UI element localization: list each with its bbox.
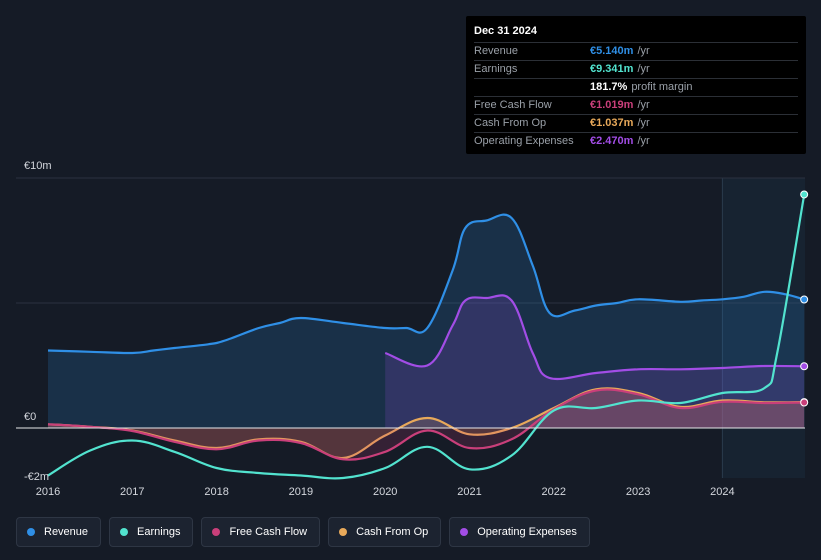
tooltip-label xyxy=(474,79,590,96)
legend-label: Revenue xyxy=(44,526,89,538)
x-axis-label: 2024 xyxy=(710,486,734,498)
tooltip-unit: profit margin xyxy=(631,81,693,93)
legend-dot-icon xyxy=(120,528,129,536)
earnings-end-point xyxy=(800,190,809,199)
tooltip-row-free-cash-flow: Free Cash Flow €1.019m /yr xyxy=(474,97,798,115)
tooltip-label: Free Cash Flow xyxy=(474,99,552,111)
cash-from-op-line xyxy=(47,387,805,460)
tooltip-date: Dec 31 2024 xyxy=(474,24,798,43)
tooltip-label: Operating Expenses xyxy=(474,135,574,147)
revenue-area xyxy=(48,214,805,428)
operating-expenses-area xyxy=(385,295,805,428)
free-cash-flow-area xyxy=(48,389,805,460)
x-axis-label: 2019 xyxy=(289,486,313,498)
financial-chart: €10m €0 -€2m 2016 2017 2018 2019 2020 2021 2022 20… xyxy=(16,160,809,498)
x-axis-label: 2021 xyxy=(457,486,481,498)
tooltip-label: Revenue xyxy=(474,45,519,57)
earnings-line xyxy=(47,194,806,480)
tooltip-unit: /yr xyxy=(637,117,650,129)
tooltip-row-profit-margin: 181.7% profit margin xyxy=(474,79,798,97)
tooltip-unit: /yr xyxy=(637,99,650,111)
x-axis-label: 2017 xyxy=(120,486,144,498)
y-axis-label: -€2m xyxy=(24,471,49,483)
legend-dot-icon xyxy=(212,528,221,536)
tooltip-unit: /yr xyxy=(637,135,650,147)
tooltip-row-operating-expenses: Operating Expenses €2.470m /yr xyxy=(474,133,798,150)
chart-axes: €10m €0 -€2m 2016 2017 2018 2019 2020 2021 2022 20… xyxy=(16,160,805,498)
revenue-end-point xyxy=(800,295,809,304)
operating-expenses-line xyxy=(384,294,805,381)
tooltip-row-cash-from-op: Cash From Op €1.037m /yr xyxy=(474,115,798,133)
tooltip-value: 181.7% xyxy=(590,81,628,93)
free-cash-flow-line xyxy=(47,388,805,461)
revenue-line xyxy=(47,213,805,355)
legend-item-earnings[interactable]: Earnings xyxy=(109,517,194,547)
data-tooltip: Dec 31 2024 Revenue €5.140m /yr Earnings… xyxy=(466,16,806,154)
y-axis-label: €10m xyxy=(24,160,52,172)
x-axis-label: 2018 xyxy=(204,486,228,498)
legend-dot-icon xyxy=(339,528,348,536)
x-axis-label: 2023 xyxy=(626,486,650,498)
tooltip-value: €5.140m xyxy=(590,45,634,57)
tooltip-value: €1.037m xyxy=(590,117,634,129)
x-axis-label: 2020 xyxy=(373,486,397,498)
tooltip-label: Earnings xyxy=(474,63,518,75)
tooltip-value: €9.341m xyxy=(590,63,634,75)
legend-item-revenue[interactable]: Revenue xyxy=(16,517,102,547)
y-axis-label: €0 xyxy=(24,411,36,423)
x-axis-label: 2022 xyxy=(542,486,566,498)
tooltip-row-revenue: Revenue €5.140m /yr xyxy=(474,43,798,61)
operating-expenses-end-point xyxy=(800,362,809,371)
tooltip-unit: /yr xyxy=(637,45,650,57)
legend-item-free-cash-flow[interactable]: Free Cash Flow xyxy=(201,517,321,547)
chart-series xyxy=(47,190,809,480)
chart-legend: Revenue Earnings Free Cash Flow Cash Fro… xyxy=(16,517,590,549)
legend-label: Operating Expenses xyxy=(477,526,577,538)
tooltip-row-earnings: Earnings €9.341m /yr xyxy=(474,61,798,79)
legend-label: Free Cash Flow xyxy=(229,526,308,538)
tooltip-unit: /yr xyxy=(637,63,650,75)
legend-dot-icon xyxy=(27,528,35,536)
legend-dot-icon xyxy=(460,528,469,536)
legend-item-operating-expenses[interactable]: Operating Expenses xyxy=(449,517,590,547)
tooltip-value: €2.470m xyxy=(590,135,634,147)
free-cash-flow-end-point xyxy=(800,398,809,407)
tooltip-value: €1.019m xyxy=(590,99,634,111)
legend-label: Earnings xyxy=(137,526,181,538)
legend-label: Cash From Op xyxy=(356,526,429,538)
tooltip-label: Cash From Op xyxy=(474,117,547,129)
cash-from-op-area xyxy=(48,388,805,459)
x-axis-label: 2016 xyxy=(36,486,60,498)
legend-item-cash-from-op[interactable]: Cash From Op xyxy=(328,517,442,547)
